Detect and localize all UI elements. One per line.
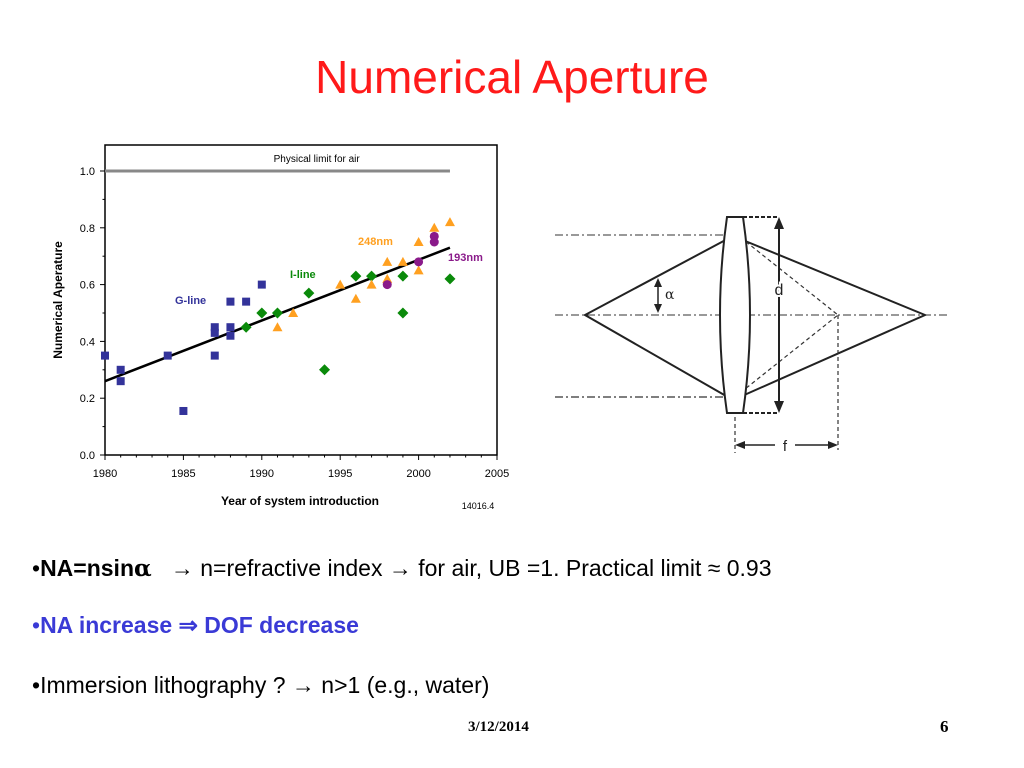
248nm-point	[429, 222, 440, 232]
g-line-point	[163, 351, 172, 360]
arrow-icon: →	[170, 555, 194, 581]
193nm-point	[414, 257, 424, 267]
193nm-point	[429, 231, 439, 241]
bullet-marker: •	[32, 555, 41, 581]
y-tick-label: 1.0	[80, 166, 95, 178]
x-tick-label: 2000	[406, 468, 430, 480]
na-chart: 1980 1985 1990 1995 2000 2005 0.0 0.2 0.4 0.6 0.8 1…	[51, 144, 510, 511]
series-label-248nm: 248nm	[358, 236, 393, 248]
implies-icon: ⇒	[178, 612, 198, 638]
series-label-193nm: 193nm	[448, 252, 483, 264]
x-tick-label: 1990	[250, 468, 274, 480]
i-line-point	[366, 270, 378, 282]
water-text: n>1 (e.g., water)	[321, 672, 490, 698]
bullet-immersion: •Immersion lithography ? → n>1 (e.g., wa…	[32, 672, 489, 699]
alpha-symbol: α	[134, 555, 152, 582]
i-line-point	[240, 321, 252, 333]
g-line-point	[116, 377, 125, 386]
y-tick-label: 0.4	[80, 336, 95, 348]
y-tick-label: 0.2	[80, 393, 95, 405]
g-line-point	[210, 323, 219, 332]
bullet-marker: •	[32, 612, 41, 638]
193nm-point	[382, 280, 392, 290]
248nm-point	[444, 217, 455, 227]
na-increase-text: NA increase	[40, 612, 173, 638]
axis-ticks: 1980 1985 1990 1995 2000 2005 0.0 0.2 0.4 0.6 0.8 1…	[80, 166, 510, 480]
refractive-index-text: n=refractive index	[200, 555, 383, 581]
alpha-arrowhead-top	[654, 278, 662, 287]
x-tick-label: 1985	[171, 468, 195, 480]
g-line-point	[210, 351, 219, 360]
physical-limit-label: Physical limit for air	[274, 154, 361, 165]
248nm-point	[366, 279, 377, 289]
f-arrowhead-right	[828, 441, 838, 449]
slide-number: 6	[940, 717, 949, 736]
i-line-point	[303, 287, 315, 299]
alpha-arrowhead-bottom	[654, 304, 662, 313]
lens-outline	[719, 216, 751, 414]
ray-cone-left	[582, 235, 734, 401]
g-line-point	[242, 297, 251, 306]
x-tick-label: 2005	[485, 468, 509, 480]
g-line-point	[210, 328, 219, 337]
bullet-na-dof: •NA increase ⇒ DOF decrease	[32, 612, 359, 639]
i-line-point	[350, 270, 362, 282]
lens-diagram: d α f	[555, 216, 949, 455]
248nm-point	[382, 273, 393, 283]
plot-frame	[104, 144, 498, 456]
g-line-point	[226, 297, 235, 306]
g-line-point	[179, 406, 188, 415]
x-axis-label: Year of system introduction	[221, 494, 379, 508]
alpha-label: α	[665, 287, 675, 303]
x-tick-label: 1995	[328, 468, 352, 480]
248nm-point	[397, 256, 408, 266]
y-tick-label: 0.0	[80, 450, 95, 462]
248nm-point	[272, 322, 283, 332]
248nm-point	[335, 279, 346, 289]
d-arrowhead-bottom	[774, 401, 784, 413]
i-line-point	[397, 307, 409, 319]
d-label: d	[775, 282, 784, 299]
arrow-icon: →	[291, 672, 315, 698]
y-tick-label: 0.8	[80, 223, 95, 235]
dof-decrease-text: DOF decrease	[204, 612, 359, 638]
arrow-icon: →	[388, 555, 412, 581]
na-formula: NA=nsin	[40, 555, 134, 581]
248nm-point	[382, 256, 393, 266]
248nm-point	[413, 265, 424, 275]
g-line-point	[226, 323, 235, 332]
d-arrowhead-top	[774, 217, 784, 229]
data-points	[101, 217, 456, 415]
ray-cone-right	[732, 235, 928, 401]
x-tick-label: 1980	[93, 468, 117, 480]
reference-line-group: Physical limit for air	[105, 154, 450, 173]
y-axis-label: Numerical Aperature	[51, 241, 65, 359]
focus-rays	[734, 232, 839, 398]
248nm-point	[350, 293, 361, 303]
air-limit-text: for air, UB =1. Practical limit ≈ 0.93	[418, 555, 772, 581]
immersion-text: Immersion lithography ?	[40, 672, 286, 698]
f-arrowhead-left	[735, 441, 745, 449]
y-tick-label: 0.6	[80, 280, 95, 292]
f-label: f	[783, 438, 788, 455]
i-line-point	[444, 273, 456, 285]
248nm-point	[413, 237, 424, 246]
slide-title: Numerical Aperture	[315, 51, 709, 103]
g-line-point	[116, 365, 125, 374]
bullet-na-formula: •NA=nsinα → n=refractive index → for air…	[32, 555, 772, 582]
i-line-point	[256, 307, 268, 319]
i-line-point	[271, 307, 283, 319]
i-line-point	[319, 364, 331, 376]
g-line-point	[257, 280, 266, 289]
slide-date: 3/12/2014	[468, 719, 529, 735]
i-line-point	[397, 270, 409, 282]
series-label-gline: G-line	[175, 295, 206, 307]
bullet-marker: •	[32, 672, 41, 698]
figure-code: 14016.4	[462, 501, 495, 511]
series-label-iline: I-line	[290, 269, 316, 281]
g-line-point	[226, 331, 235, 340]
g-line-point	[101, 351, 109, 360]
248nm-point	[288, 308, 299, 317]
